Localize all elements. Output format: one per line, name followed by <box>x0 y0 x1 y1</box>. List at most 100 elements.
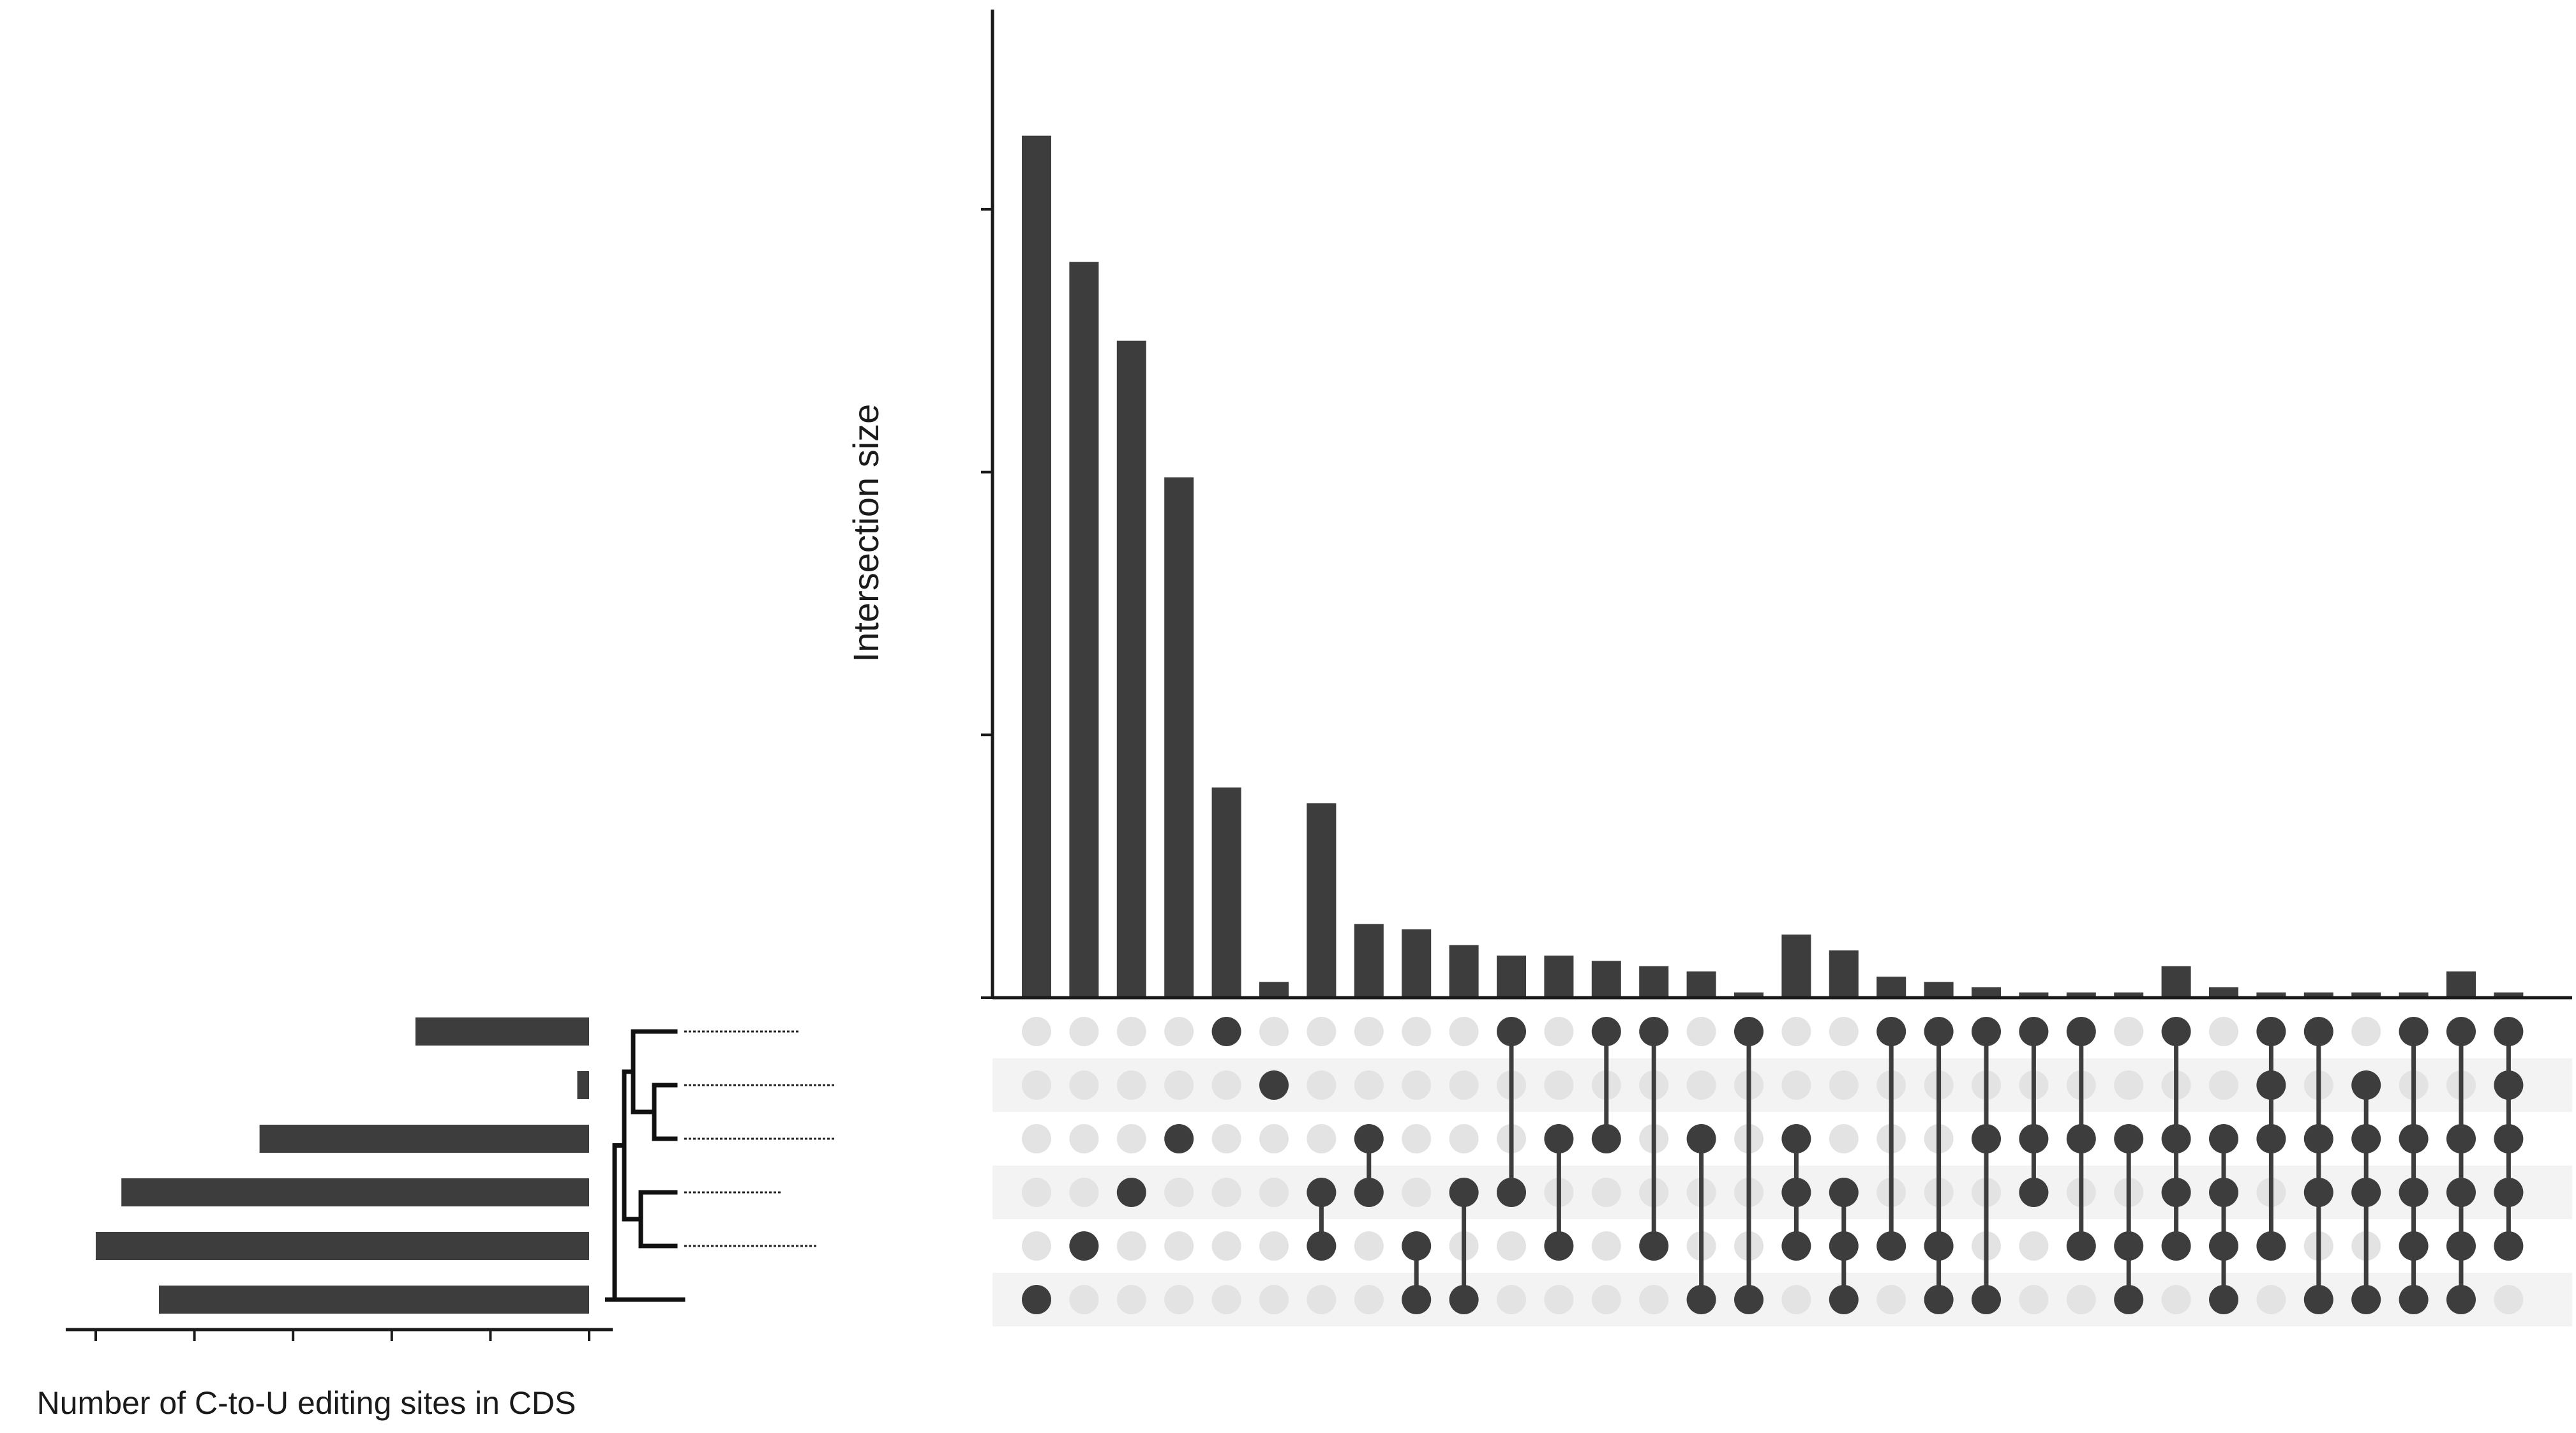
set-size-bar <box>259 1125 589 1153</box>
matrix-dot-filled <box>2399 1017 2429 1046</box>
matrix-dot-filled <box>2019 1124 2049 1153</box>
matrix-dot-empty <box>1307 1070 1337 1100</box>
matrix-dot-filled <box>1734 1017 1764 1046</box>
matrix-dot-filled <box>1497 1178 1526 1207</box>
matrix-dot-filled <box>1829 1285 1859 1314</box>
matrix-dot-empty <box>1354 1017 1384 1046</box>
matrix-dot-filled <box>2494 1070 2524 1100</box>
matrix-dot-filled <box>2494 1124 2524 1153</box>
intersection-bar <box>1924 982 1954 998</box>
matrix-dot-empty <box>1069 1124 1099 1153</box>
intersection-bar <box>2114 992 2144 998</box>
matrix-dot-empty <box>1116 1285 1146 1314</box>
matrix-dot-empty <box>1069 1285 1099 1314</box>
matrix-dot-filled <box>1022 1285 1051 1314</box>
matrix-dot-empty <box>1069 1070 1099 1100</box>
matrix-dot-empty <box>1402 1124 1432 1153</box>
matrix-dot-empty <box>1544 1070 1574 1100</box>
matrix-dot-empty <box>1781 1285 1811 1314</box>
matrix-dot-filled <box>2209 1178 2238 1207</box>
matrix-dot-empty <box>1544 1285 1574 1314</box>
matrix-dot-filled <box>2446 1231 2476 1261</box>
matrix-dot-filled <box>2494 1178 2524 1207</box>
matrix-dot-filled <box>2114 1124 2144 1153</box>
matrix-dot-empty <box>1211 1285 1241 1314</box>
matrix-dot-empty <box>1591 1231 1621 1261</box>
intersection-bar <box>1069 262 1099 998</box>
matrix-dot-empty <box>1259 1231 1289 1261</box>
phylogeny-tree <box>605 1029 685 1302</box>
intersection-bar <box>2446 971 2476 998</box>
matrix-dot-empty <box>1022 1178 1051 1207</box>
matrix-dot-filled <box>1829 1178 1859 1207</box>
matrix-dot-filled <box>1972 1017 2001 1046</box>
intersection-bar <box>1544 956 1574 998</box>
intersection-bar <box>1402 929 1432 998</box>
matrix-dot-filled <box>2161 1017 2191 1046</box>
set-size-axis <box>66 1328 613 1341</box>
matrix-dot-empty <box>2256 1285 2286 1314</box>
set-size-bar <box>415 1017 589 1046</box>
matrix-dot-empty <box>1022 1017 1051 1046</box>
matrix-dot-filled <box>1591 1017 1621 1046</box>
intersection-bar <box>1449 945 1479 998</box>
matrix-dot-empty <box>1402 1017 1432 1046</box>
matrix-dot-filled <box>1164 1124 1194 1153</box>
intersection-bar <box>2019 992 2049 998</box>
intersection-bar <box>1734 992 1764 998</box>
matrix-dot-empty <box>1022 1124 1051 1153</box>
intersection-bar <box>1781 934 1811 998</box>
matrix-dot-filled <box>1876 1017 1906 1046</box>
matrix-dot-empty <box>1591 1285 1621 1314</box>
matrix-dot-empty <box>1116 1231 1146 1261</box>
matrix-dot-empty <box>1164 1285 1194 1314</box>
matrix-dot-empty <box>1497 1285 1526 1314</box>
matrix-dot-empty <box>1116 1017 1146 1046</box>
matrix-dot-empty <box>1591 1178 1621 1207</box>
matrix-dot-filled <box>2446 1285 2476 1314</box>
matrix-dot-empty <box>1259 1017 1289 1046</box>
set-size-bar <box>158 1286 590 1314</box>
matrix-dot-empty <box>1449 1124 1479 1153</box>
matrix-dot-filled <box>2209 1285 2238 1314</box>
intersection-bar <box>2256 992 2286 998</box>
matrix-dot-empty <box>1449 1070 1479 1100</box>
matrix-dot-empty <box>1686 1017 1716 1046</box>
intersection-bar <box>1259 982 1289 998</box>
matrix-dot-empty <box>1259 1178 1289 1207</box>
intersection-bar <box>1307 803 1337 998</box>
matrix-dot-filled <box>2303 1178 2333 1207</box>
matrix-dot-filled <box>1069 1231 1099 1261</box>
matrix-dot-empty <box>1497 1231 1526 1261</box>
matrix-dot-filled <box>1449 1178 1479 1207</box>
matrix-dot-empty <box>2019 1231 2049 1261</box>
matrix-dot-filled <box>2161 1178 2191 1207</box>
matrix-dot-filled <box>1686 1285 1716 1314</box>
matrix-dot-filled <box>1876 1231 1906 1261</box>
matrix-dot-filled <box>1686 1124 1716 1153</box>
intersection-bar <box>1591 961 1621 998</box>
matrix-dot-filled <box>1829 1231 1859 1261</box>
matrix-dot-empty <box>1211 1124 1241 1153</box>
matrix-dot-empty <box>1402 1178 1432 1207</box>
y-axis-label: Intersection size <box>846 404 886 663</box>
matrix-dot-empty <box>1022 1070 1051 1100</box>
intersection-bar <box>2209 987 2238 998</box>
matrix-dot-empty <box>2161 1285 2191 1314</box>
matrix-dot-filled <box>2114 1231 2144 1261</box>
set-size-bars <box>96 1017 590 1314</box>
matrix-dot-empty <box>1259 1124 1289 1153</box>
matrix-dot-filled <box>2161 1124 2191 1153</box>
matrix-dot-empty <box>1354 1285 1384 1314</box>
intersection-bar <box>1022 135 1051 998</box>
matrix-dot-empty <box>1022 1231 1051 1261</box>
matrix-dot-filled <box>2114 1285 2144 1314</box>
matrix-dot-filled <box>1544 1231 1574 1261</box>
matrix-dot-empty <box>1069 1178 1099 1207</box>
matrix-dot-filled <box>2351 1070 2381 1100</box>
matrix-dot-empty <box>2019 1285 2049 1314</box>
matrix-dot-empty <box>1164 1070 1194 1100</box>
matrix-dot-filled <box>1307 1178 1337 1207</box>
matrix-dot-empty <box>2114 1017 2144 1046</box>
